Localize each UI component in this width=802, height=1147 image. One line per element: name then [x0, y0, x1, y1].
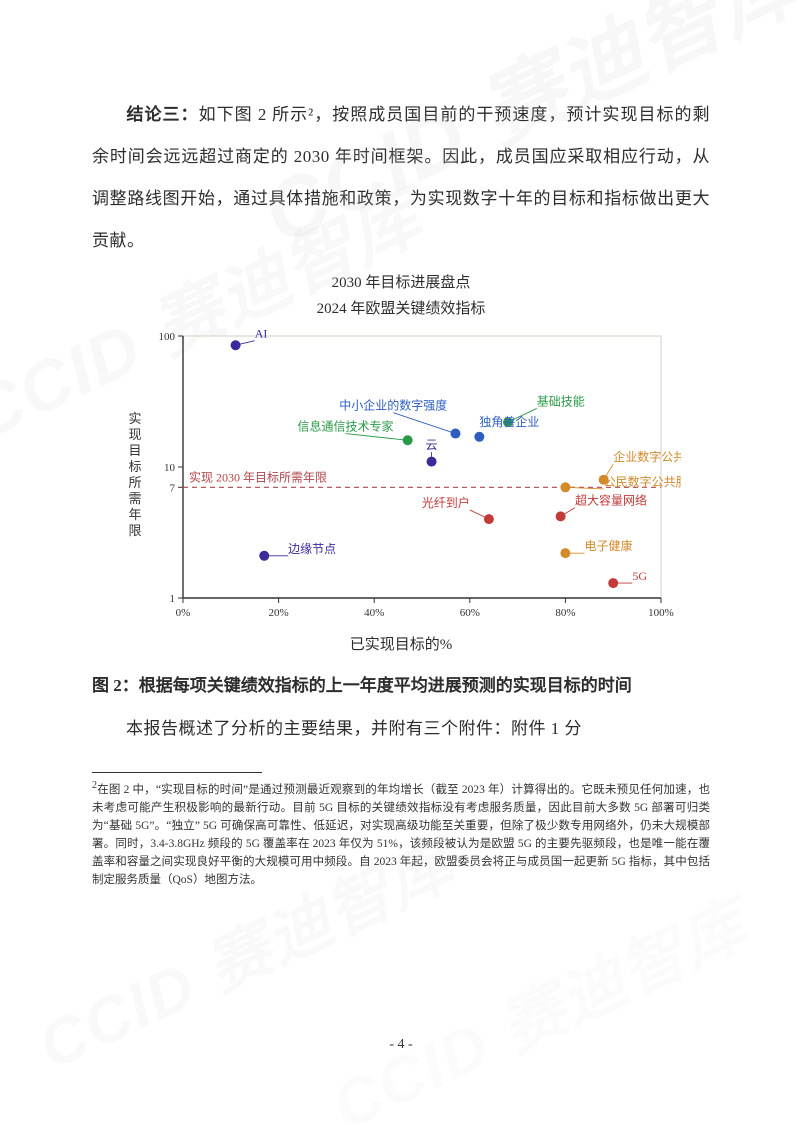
svg-text:10: 10 [164, 462, 176, 474]
svg-text:1: 1 [170, 593, 176, 605]
chart-title: 2030 年目标进展盘点 [92, 270, 710, 296]
svg-text:独角兽企业: 独角兽企业 [479, 414, 539, 429]
svg-text:100%: 100% [648, 607, 674, 619]
watermark: CCID 赛迪智库 [315, 875, 760, 1147]
conclusion-lead: 结论三： [126, 105, 199, 124]
svg-text:光纤到户: 光纤到户 [422, 495, 470, 510]
scatter-chart: 0% 20% 40% 60% 80% 100% 1 7 10 100 实现 2030 年目标所需年限… [121, 326, 681, 626]
footnote-separator [92, 772, 262, 773]
body-text: 本报告概述了分析的主要结果，并附有三个附件：附件 1 分 [126, 719, 582, 738]
svg-text:实现 2030 年目标所需年限: 实现 2030 年目标所需年限 [189, 469, 327, 484]
figure-caption-lead: 图 2： [92, 676, 139, 695]
svg-text:云: 云 [426, 438, 438, 452]
svg-text:限: 限 [128, 523, 141, 538]
svg-text:0%: 0% [176, 607, 191, 619]
svg-text:5G: 5G [632, 569, 647, 583]
svg-text:基础技能: 基础技能 [537, 394, 585, 408]
page-number: - 4 - [0, 1037, 802, 1053]
footnote: 2在图 2 中，“实现目标的时间”是通过预测最近观察到的年均增长（截至 2023… [92, 777, 710, 889]
body-paragraph: 本报告概述了分析的主要结果，并附有三个附件：附件 1 分 [92, 708, 710, 750]
footnote-text: 在图 2 中，“实现目标的时间”是通过预测最近观察到的年均增长（截至 2023 … [92, 784, 710, 886]
svg-text:20%: 20% [269, 607, 289, 619]
chart-subtitle: 2024 年欧盟关键绩效指标 [92, 296, 710, 322]
svg-text:80%: 80% [555, 607, 575, 619]
figure-caption: 图 2：根据每项关键绩效指标的上一年度平均进展预测的实现目标的时间 [92, 670, 710, 702]
figure-caption-text: 根据每项关键绩效指标的上一年度平均进展预测的实现目标的时间 [139, 676, 632, 695]
chart-x-label: 已实现目标的% [92, 632, 710, 658]
svg-text:公民数字公共服务: 公民数字公共服务 [604, 474, 681, 489]
conclusion-paragraph: 结论三：如下图 2 所示²，按照成员国目前的干预速度，预计实现目标的剩余时间会远… [92, 94, 710, 262]
svg-text:标: 标 [128, 459, 141, 474]
svg-text:60%: 60% [460, 607, 480, 619]
svg-text:7: 7 [170, 482, 176, 494]
svg-text:中小企业的数字强度: 中小企业的数字强度 [339, 398, 447, 413]
svg-text:100: 100 [159, 331, 176, 343]
svg-text:信息通信技术专家: 信息通信技术专家 [298, 419, 394, 434]
svg-text:所: 所 [128, 475, 141, 490]
conclusion-text: 如下图 2 所示²，按照成员国目前的干预速度，预计实现目标的剩余时间会远远超过商… [92, 105, 710, 250]
svg-text:AI: AI [255, 327, 268, 341]
svg-text:需: 需 [128, 491, 141, 506]
svg-text:实: 实 [128, 411, 141, 426]
svg-text:年: 年 [128, 507, 141, 522]
svg-text:企业数字公共服务: 企业数字公共服务 [613, 449, 681, 464]
svg-text:目: 目 [128, 443, 141, 458]
svg-text:边缘节点: 边缘节点 [288, 542, 336, 556]
svg-text:电子健康: 电子健康 [585, 538, 633, 553]
svg-text:40%: 40% [364, 607, 384, 619]
svg-text:现: 现 [128, 427, 141, 442]
svg-text:超大容量网络: 超大容量网络 [575, 493, 647, 508]
